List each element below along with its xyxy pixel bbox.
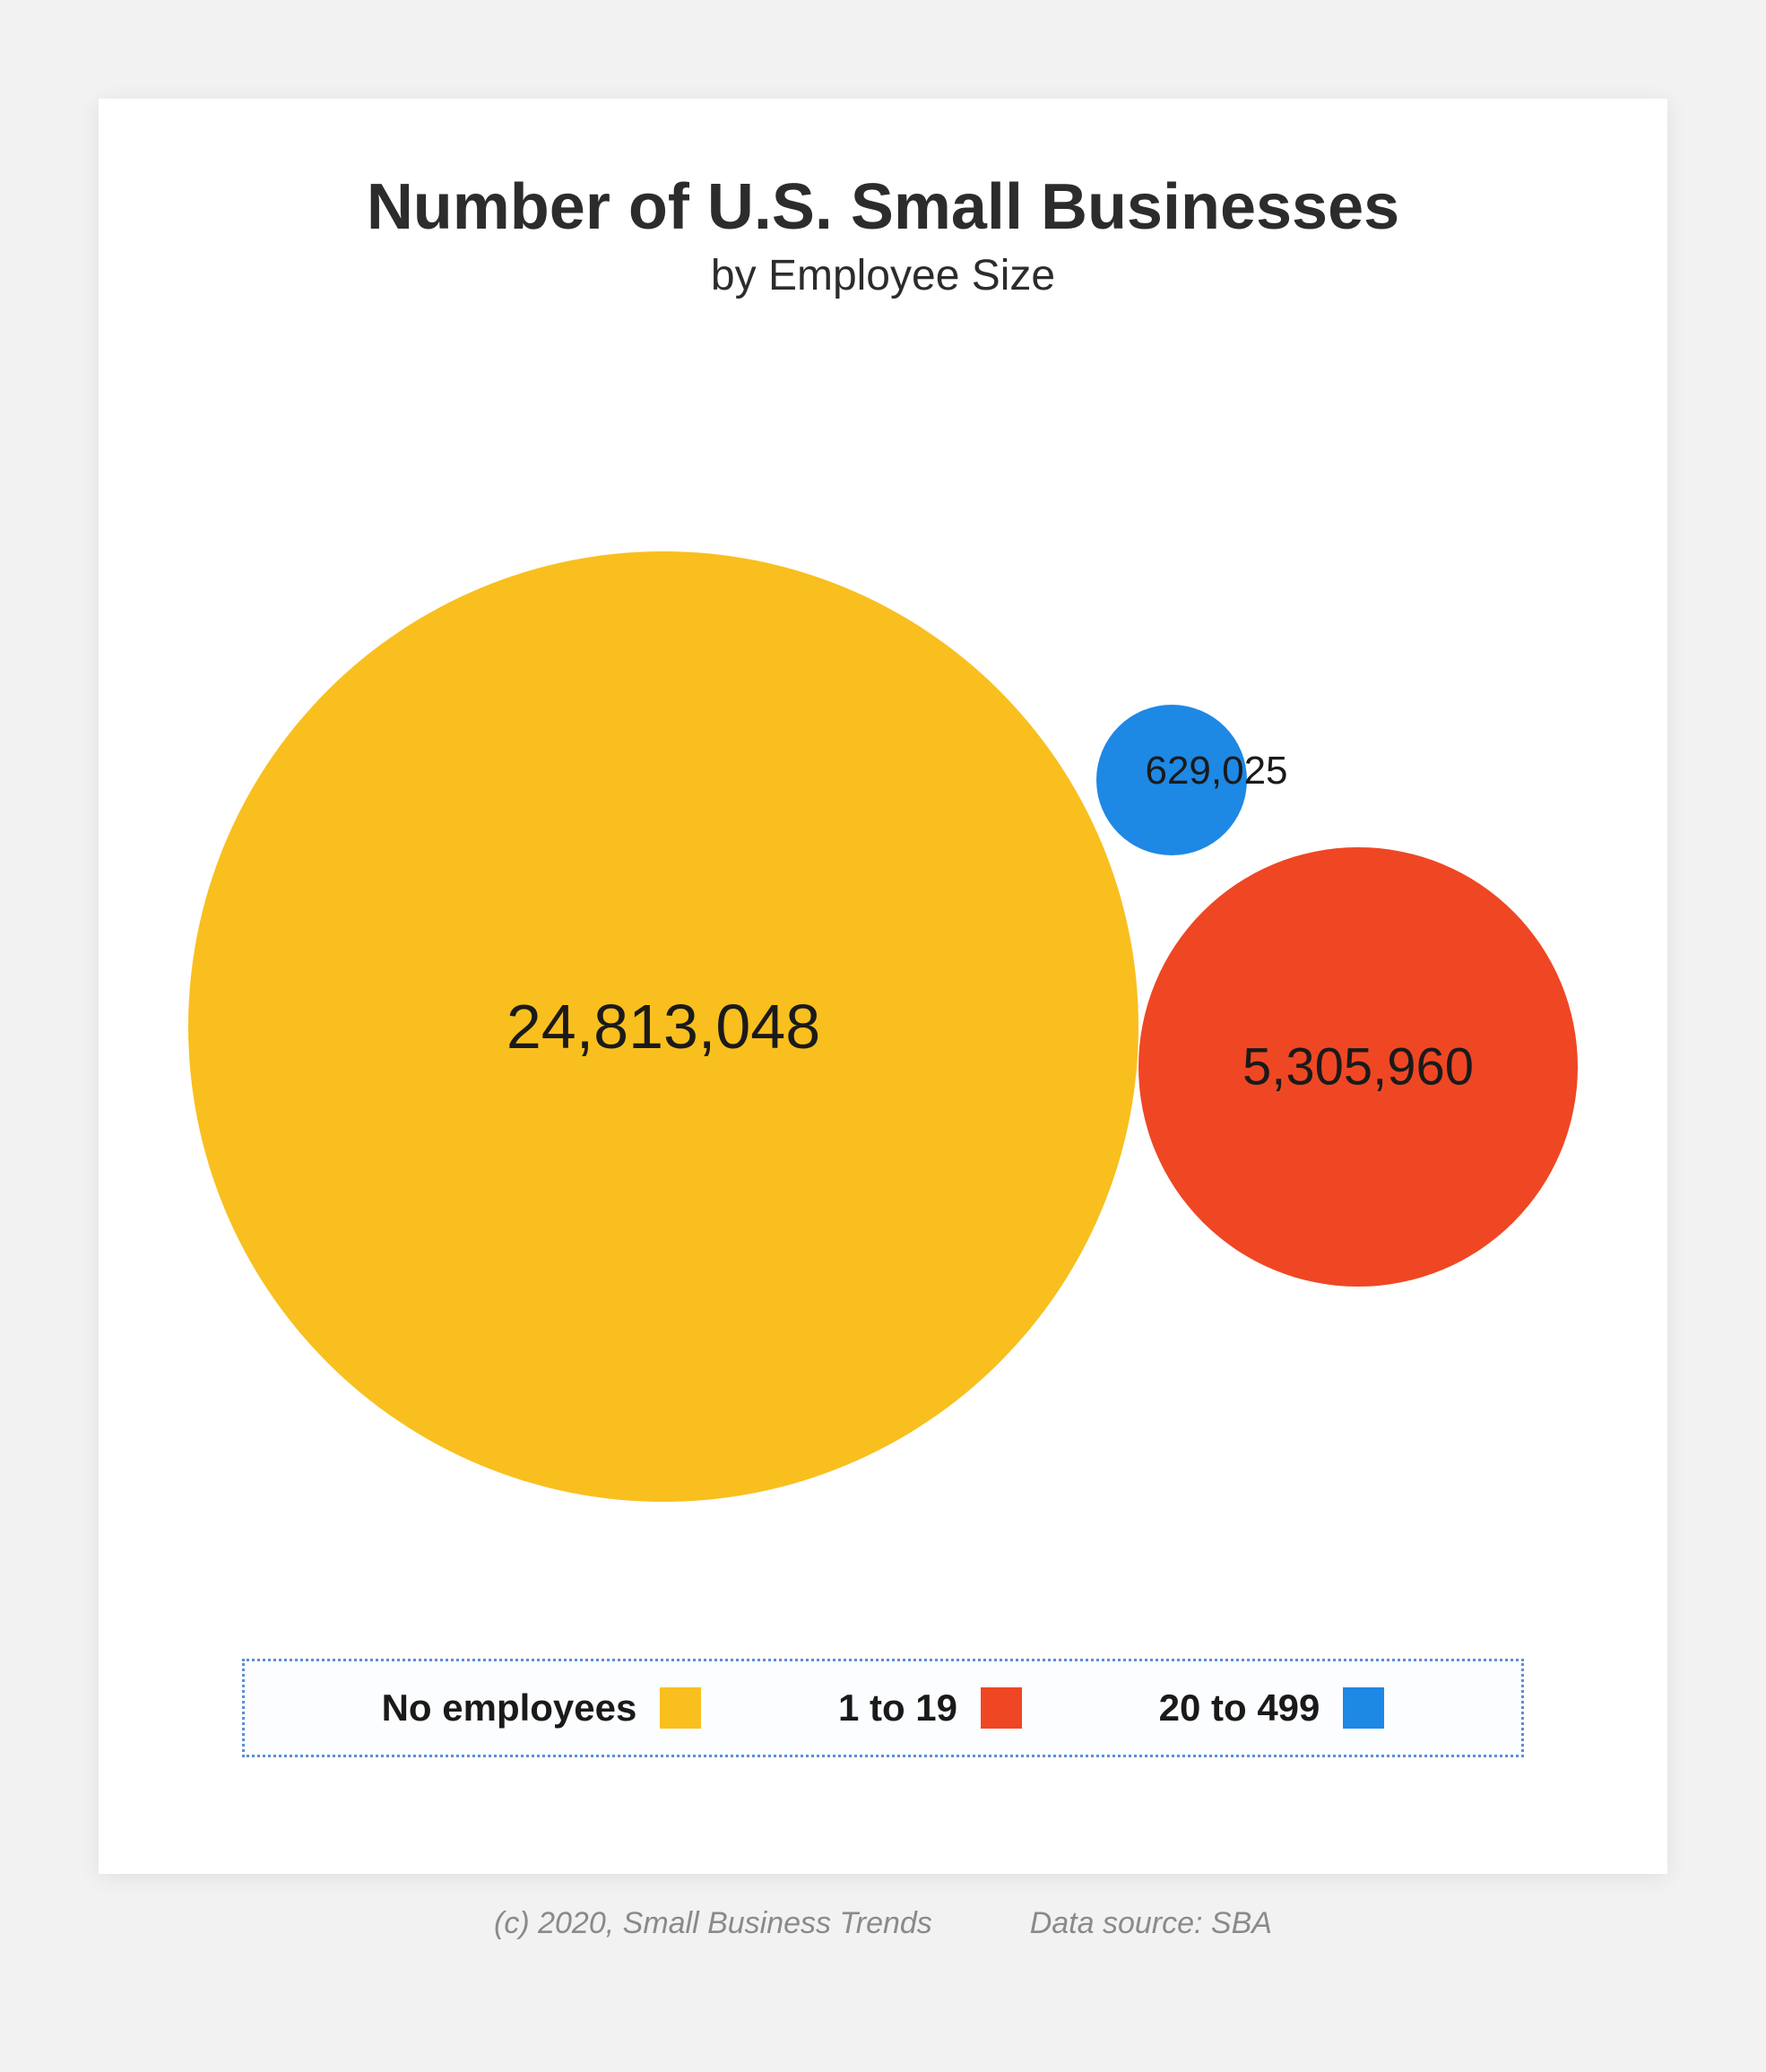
bubble-label-20-to-499: 629,025 xyxy=(1145,749,1287,793)
chart-subtitle: by Employee Size xyxy=(99,251,1667,300)
bubble-chart-area: 24,813,048 5,305,960 629,025 xyxy=(99,368,1667,1605)
legend-item: 20 to 499 xyxy=(1159,1686,1385,1730)
legend-swatch xyxy=(1343,1687,1384,1729)
legend-label: No employees xyxy=(382,1686,637,1730)
legend-item: 1 to 19 xyxy=(838,1686,1022,1730)
legend-item: No employees xyxy=(382,1686,702,1730)
legend-label: 1 to 19 xyxy=(838,1686,957,1730)
footer-copyright: (c) 2020, Small Business Trends xyxy=(494,1906,932,1940)
title-block: Number of U.S. Small Businesses by Emplo… xyxy=(99,170,1667,300)
bubble-label-no-employees: 24,813,048 xyxy=(506,991,820,1062)
legend-label: 20 to 499 xyxy=(1159,1686,1320,1730)
legend-swatch xyxy=(981,1687,1022,1729)
footer-source: Data source: SBA xyxy=(1030,1906,1272,1940)
legend-swatch xyxy=(660,1687,701,1729)
chart-footer: (c) 2020, Small Business Trends Data sou… xyxy=(494,1906,1272,1941)
chart-legend: No employees 1 to 19 20 to 499 xyxy=(242,1659,1524,1757)
chart-card: Number of U.S. Small Businesses by Emplo… xyxy=(99,99,1667,1874)
chart-title: Number of U.S. Small Businesses xyxy=(99,170,1667,244)
page-background: Number of U.S. Small Businesses by Emplo… xyxy=(0,0,1766,2072)
bubble-label-1-to-19: 5,305,960 xyxy=(1242,1037,1474,1097)
